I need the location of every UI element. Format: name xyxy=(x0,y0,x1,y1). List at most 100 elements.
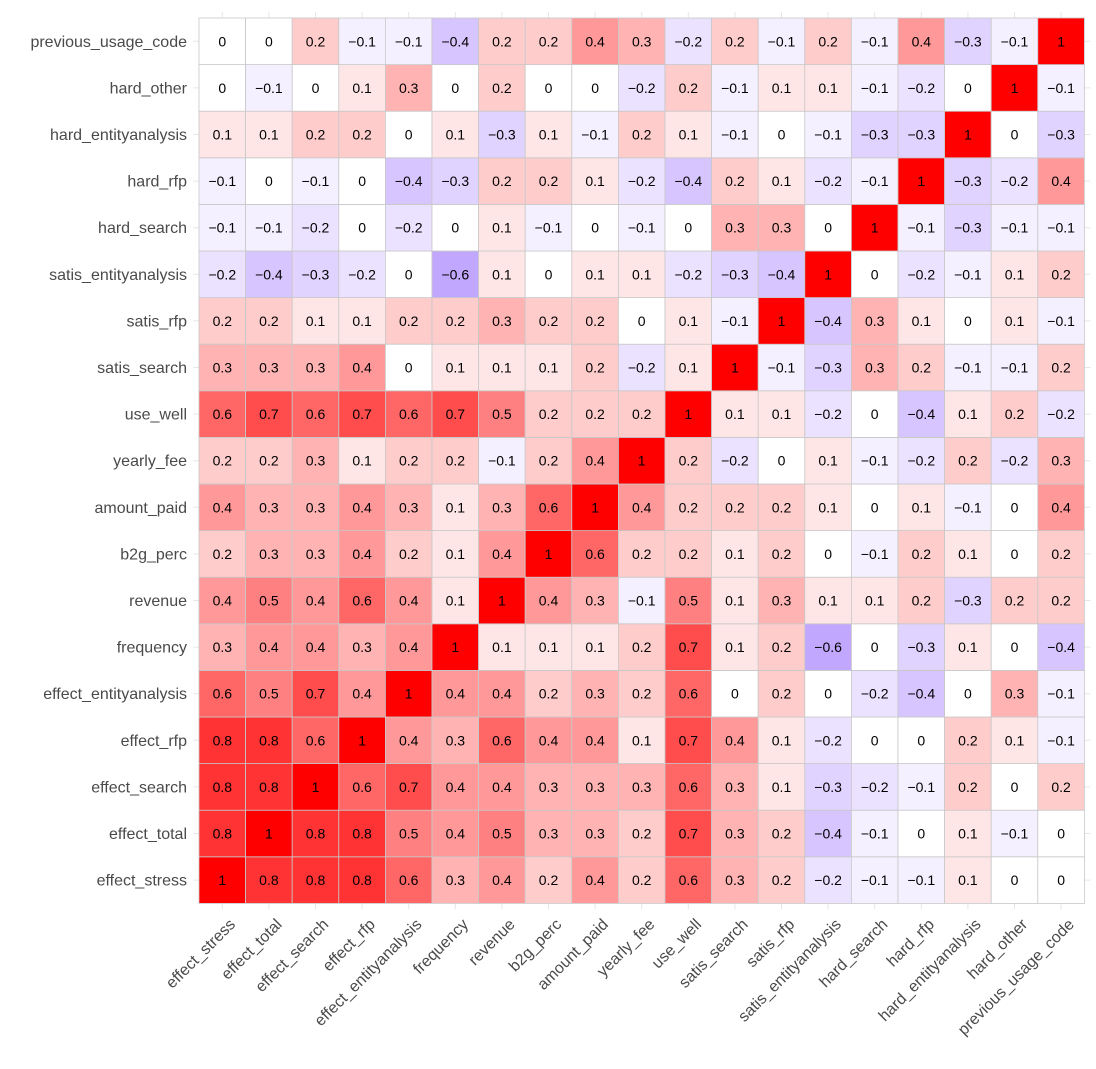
cell-value-label: 0.2 xyxy=(772,639,792,655)
heatmap-cell xyxy=(711,297,759,345)
cell-value-label: −0.1 xyxy=(1047,732,1075,748)
heatmap-cell xyxy=(245,716,293,764)
cell-value-label: −0.1 xyxy=(907,872,935,888)
heatmap-cell xyxy=(757,110,806,159)
heatmap-cell xyxy=(897,17,945,65)
cell-value-label: 0.2 xyxy=(632,826,652,842)
cell-value-label: 0.2 xyxy=(912,546,932,562)
cell-value-label: 0 xyxy=(1011,499,1019,515)
heatmap-cell xyxy=(431,530,479,578)
cell-value-label: 0.5 xyxy=(679,593,699,609)
heatmap-cell xyxy=(338,436,386,485)
cell-value-label: 1 xyxy=(731,360,739,376)
cell-value-label: 0 xyxy=(638,313,646,329)
cell-value-label: 0.2 xyxy=(725,173,745,189)
cell-value-label: 0.2 xyxy=(306,127,326,143)
cell-value-label: 0.3 xyxy=(399,499,419,515)
cell-value-label: 0.1 xyxy=(539,639,559,655)
cell-value-label: 0.1 xyxy=(958,639,978,655)
heatmap-cell xyxy=(851,203,899,252)
cell-value-label: 0.1 xyxy=(679,127,699,143)
cell-value-label: 0 xyxy=(824,220,832,236)
cell-value-label: 0.7 xyxy=(679,826,699,842)
cell-value-label: 0 xyxy=(1011,546,1019,562)
cell-value-label: 0.4 xyxy=(446,826,466,842)
heatmap-cell xyxy=(1037,763,1085,811)
y-tick-label: frequency xyxy=(117,640,187,657)
heatmap-cell xyxy=(990,110,1039,159)
cell-value-label: −0.1 xyxy=(1047,313,1075,329)
cell-value-label: −0.1 xyxy=(348,33,376,49)
heatmap-cell xyxy=(571,390,619,438)
heatmap-cell xyxy=(990,530,1039,578)
heatmap-cell xyxy=(431,203,479,252)
heatmap-cell xyxy=(245,576,293,625)
cell-value-label: 0.2 xyxy=(772,872,792,888)
heatmap-cell xyxy=(618,203,666,252)
heatmap-cell xyxy=(431,297,479,345)
cell-value-label: 0.1 xyxy=(958,546,978,562)
cell-value-label: 0 xyxy=(218,33,226,49)
cell-value-label: 0.4 xyxy=(352,546,372,562)
heatmap-cell xyxy=(757,250,806,298)
heatmap-cell xyxy=(664,64,712,112)
cell-value-label: 0.1 xyxy=(1005,313,1025,329)
heatmap-cell xyxy=(944,670,992,718)
heatmap-cell xyxy=(291,436,340,485)
cell-value-label: 0 xyxy=(358,220,366,236)
cell-value-label: 1 xyxy=(778,313,786,329)
cell-value-label: 0.4 xyxy=(352,686,372,702)
cell-value-label: −0.2 xyxy=(814,406,842,422)
heatmap-cell xyxy=(711,716,759,764)
cell-value-label: 0.3 xyxy=(632,33,652,49)
cell-value-label: 0.1 xyxy=(492,220,512,236)
cell-value-label: 0.1 xyxy=(772,779,792,795)
cell-value-label: 0.6 xyxy=(679,686,699,702)
heatmap-cell xyxy=(990,64,1039,112)
heatmap-cell xyxy=(804,763,852,811)
cell-value-label: 0.2 xyxy=(1051,779,1071,795)
cell-value-label: 0 xyxy=(312,80,320,96)
cell-value-label: 0.1 xyxy=(446,499,466,515)
heatmap-cell xyxy=(338,856,386,904)
cell-value-label: −0.2 xyxy=(628,360,656,376)
cell-value-label: 0.4 xyxy=(213,593,233,609)
heatmap-cell xyxy=(664,297,712,345)
heatmap-cell xyxy=(851,809,899,858)
heatmap-cell xyxy=(1037,203,1085,252)
heatmap-cell xyxy=(524,203,573,252)
heatmap-cell xyxy=(851,250,899,298)
cell-value-label: 0.4 xyxy=(725,732,745,748)
heatmap-cell xyxy=(571,483,619,531)
cell-value-label: 0.3 xyxy=(259,499,279,515)
heatmap-cell xyxy=(897,297,945,345)
cell-value-label: 0.1 xyxy=(446,546,466,562)
cell-value-label: 1 xyxy=(871,220,879,236)
cell-value-label: 0.2 xyxy=(772,499,792,515)
heatmap-cell xyxy=(990,343,1039,392)
heatmap-cell xyxy=(897,716,945,764)
cell-value-label: −0.3 xyxy=(814,360,842,376)
heatmap-cell xyxy=(571,64,619,112)
heatmap-cell xyxy=(431,250,479,298)
cell-value-label: 0.3 xyxy=(259,546,279,562)
cell-value-label: 0 xyxy=(684,220,692,236)
cell-value-label: 0.1 xyxy=(679,313,699,329)
heatmap-cell xyxy=(338,390,386,438)
cell-value-label: 0.2 xyxy=(492,173,512,189)
cell-value-label: −0.4 xyxy=(674,173,702,189)
y-tick-label: hard_rfp xyxy=(127,174,187,191)
heatmap-cell xyxy=(618,856,666,904)
heatmap-cell xyxy=(804,297,852,345)
cell-value-label: 0 xyxy=(1011,872,1019,888)
heatmap-cell xyxy=(897,763,945,811)
cell-value-label: 0.2 xyxy=(539,313,559,329)
heatmap-cell xyxy=(245,670,293,718)
cell-value-label: −0.1 xyxy=(768,360,796,376)
heatmap-cell xyxy=(384,483,433,531)
heatmap-cell xyxy=(804,390,852,438)
cell-value-label: 0.2 xyxy=(213,453,233,469)
cell-value-label: 0.6 xyxy=(399,872,419,888)
cell-value-label: 1 xyxy=(545,546,553,562)
